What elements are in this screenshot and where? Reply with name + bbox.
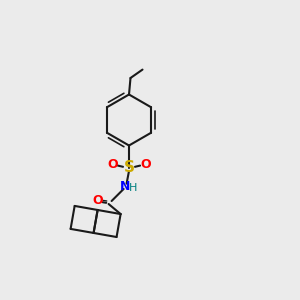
- Text: H: H: [128, 183, 137, 193]
- Text: O: O: [92, 194, 103, 208]
- Text: O: O: [107, 158, 118, 172]
- Text: S: S: [124, 160, 134, 175]
- Text: N: N: [120, 180, 130, 193]
- Text: O: O: [140, 158, 151, 172]
